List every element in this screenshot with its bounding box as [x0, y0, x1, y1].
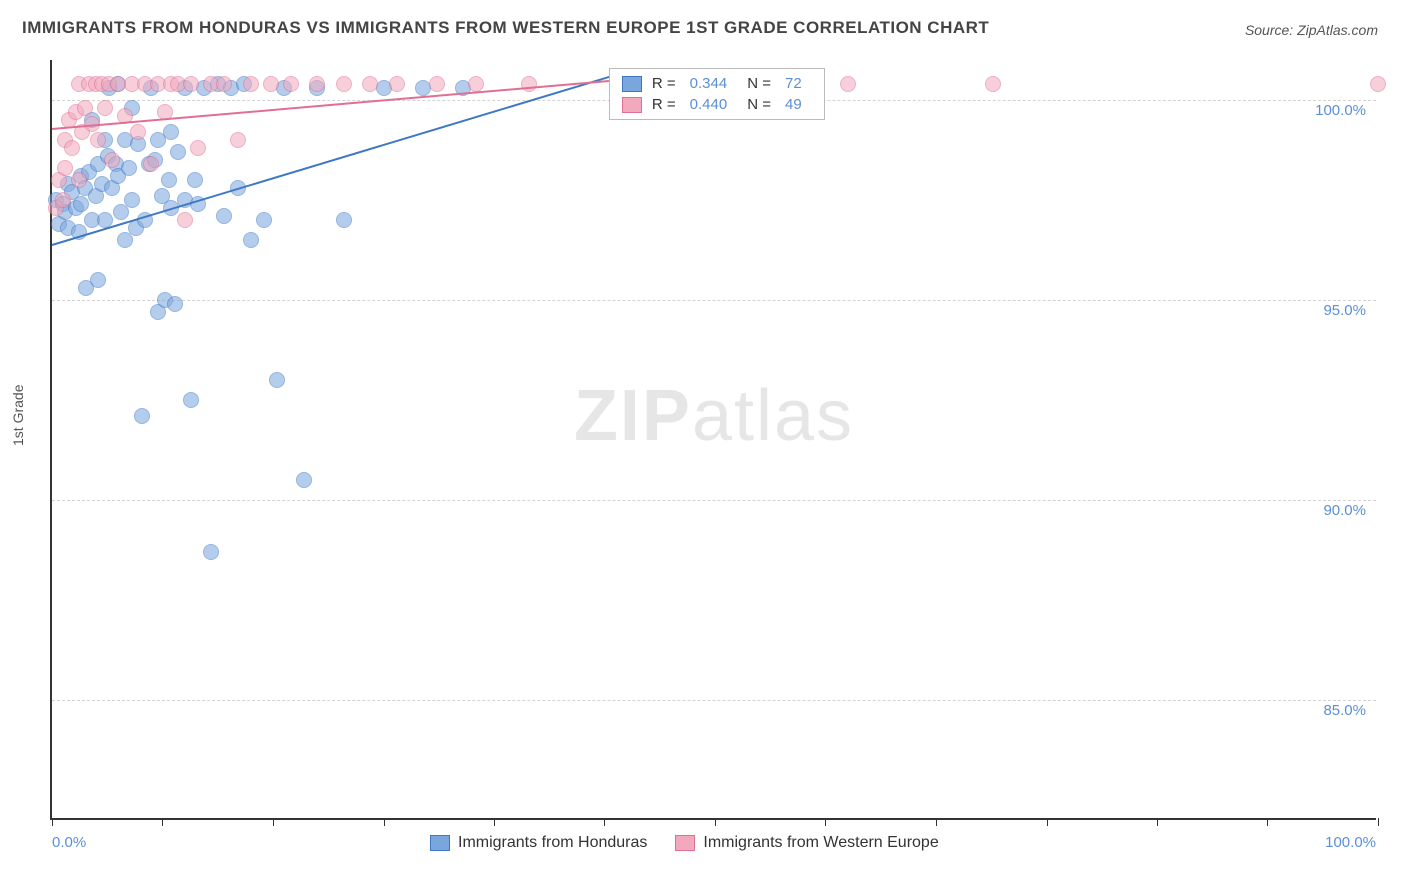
plot-area: ZIPatlas 85.0%90.0%95.0%100.0%0.0%100.0%…: [50, 60, 1376, 820]
scatter-point: [161, 172, 177, 188]
scatter-point: [296, 472, 312, 488]
scatter-point: [64, 140, 80, 156]
scatter-point: [73, 196, 89, 212]
n-label: N =: [747, 75, 771, 92]
scatter-point: [57, 160, 73, 176]
chart-title: IMMIGRANTS FROM HONDURAS VS IMMIGRANTS F…: [22, 18, 989, 38]
x-tick: [936, 818, 937, 826]
watermark-atlas: atlas: [692, 376, 854, 456]
x-tick: [825, 818, 826, 826]
scatter-point: [134, 408, 150, 424]
scatter-point: [183, 76, 199, 92]
legend-label: Immigrants from Western Europe: [703, 834, 938, 852]
legend-swatch: [622, 76, 642, 92]
scatter-point: [389, 76, 405, 92]
x-tick: [1378, 818, 1379, 826]
n-value: 72: [785, 75, 802, 92]
scatter-point: [985, 76, 1001, 92]
scatter-point: [336, 76, 352, 92]
scatter-point: [243, 76, 259, 92]
scatter-point: [121, 160, 137, 176]
scatter-point: [104, 152, 120, 168]
r-value: 0.440: [690, 96, 728, 113]
scatter-point: [167, 296, 183, 312]
y-tick-label: 100.0%: [1315, 102, 1366, 119]
x-tick: [384, 818, 385, 826]
scatter-point: [143, 156, 159, 172]
scatter-point: [216, 208, 232, 224]
y-tick-label: 85.0%: [1323, 702, 1366, 719]
watermark-zip: ZIP: [574, 376, 692, 456]
scatter-point: [362, 76, 378, 92]
y-axis-title: 1st Grade: [10, 385, 26, 446]
scatter-point: [187, 172, 203, 188]
watermark: ZIPatlas: [574, 375, 854, 457]
legend-correlation-box: R = 0.344 N = 72 R = 0.440 N = 49: [609, 68, 825, 120]
scatter-point: [1370, 76, 1386, 92]
x-tick-label: 100.0%: [1325, 834, 1376, 851]
scatter-point: [521, 76, 537, 92]
y-tick-label: 95.0%: [1323, 302, 1366, 319]
scatter-point: [177, 212, 193, 228]
scatter-point: [263, 76, 279, 92]
scatter-point: [283, 76, 299, 92]
legend-item: Immigrants from Honduras: [430, 834, 647, 852]
x-tick: [52, 818, 53, 826]
scatter-point: [429, 76, 445, 92]
scatter-point: [90, 132, 106, 148]
x-tick: [162, 818, 163, 826]
scatter-point: [336, 212, 352, 228]
r-label: R =: [652, 75, 676, 92]
x-tick: [715, 818, 716, 826]
scatter-point: [183, 392, 199, 408]
scatter-point: [840, 76, 856, 92]
r-label: R =: [652, 96, 676, 113]
source-label: Source: ZipAtlas.com: [1245, 22, 1378, 38]
y-tick-label: 90.0%: [1323, 502, 1366, 519]
scatter-point: [90, 272, 106, 288]
scatter-point: [216, 76, 232, 92]
x-tick: [604, 818, 605, 826]
legend-row: R = 0.344 N = 72: [610, 73, 824, 94]
scatter-point: [269, 372, 285, 388]
scatter-point: [468, 76, 484, 92]
x-tick: [1157, 818, 1158, 826]
scatter-point: [190, 140, 206, 156]
scatter-point: [256, 212, 272, 228]
r-value: 0.344: [690, 75, 728, 92]
x-tick: [1047, 818, 1048, 826]
legend-swatch: [622, 97, 642, 113]
x-tick: [1267, 818, 1268, 826]
scatter-point: [71, 172, 87, 188]
x-tick: [494, 818, 495, 826]
scatter-point: [77, 100, 93, 116]
legend-item: Immigrants from Western Europe: [675, 834, 938, 852]
n-label: N =: [747, 96, 771, 113]
scatter-point: [230, 132, 246, 148]
gridline-h: [52, 700, 1376, 701]
scatter-point: [309, 76, 325, 92]
legend-swatch: [430, 835, 450, 851]
scatter-point: [130, 124, 146, 140]
gridline-h: [52, 500, 1376, 501]
legend-label: Immigrants from Honduras: [458, 834, 647, 852]
legend-swatch: [675, 835, 695, 851]
scatter-point: [163, 124, 179, 140]
scatter-point: [55, 192, 71, 208]
x-tick: [273, 818, 274, 826]
legend-bottom: Immigrants from Honduras Immigrants from …: [430, 834, 939, 852]
legend-row: R = 0.440 N = 49: [610, 94, 824, 115]
x-tick-label: 0.0%: [52, 834, 86, 851]
n-value: 49: [785, 96, 802, 113]
scatter-point: [170, 144, 186, 160]
scatter-point: [243, 232, 259, 248]
scatter-point: [124, 192, 140, 208]
scatter-point: [97, 100, 113, 116]
gridline-h: [52, 300, 1376, 301]
scatter-point: [203, 544, 219, 560]
